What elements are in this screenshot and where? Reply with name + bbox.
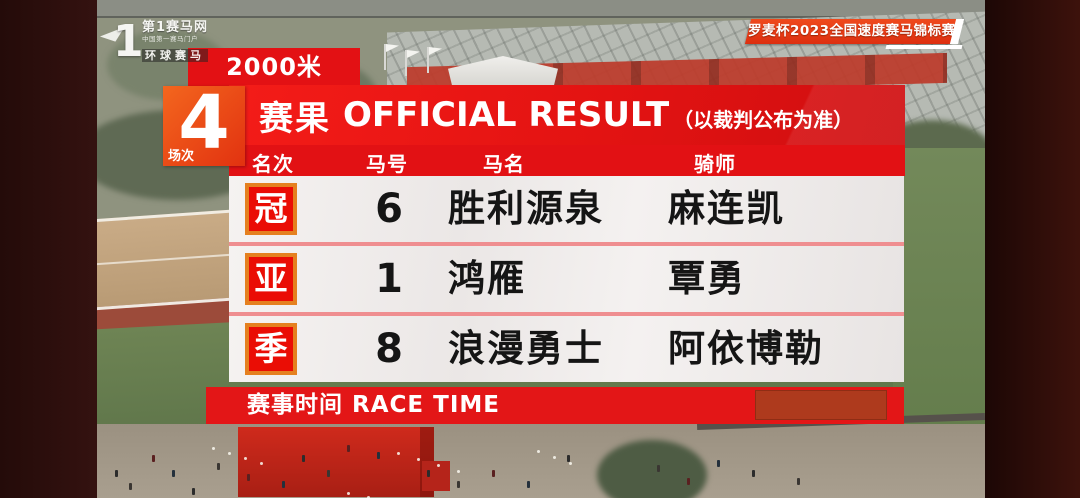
person-dot — [527, 481, 530, 488]
event-title-text: 罗麦杯2023全国速度赛马锦标赛 — [748, 23, 956, 39]
race-time-label: 赛事时间 RACE TIME — [247, 387, 500, 424]
person-dot — [657, 465, 660, 472]
stanchion-dot — [260, 462, 263, 465]
race-number-label: 场次 — [168, 149, 195, 164]
flag — [427, 47, 429, 73]
stanchion-dot — [367, 496, 370, 498]
result-row-third: 季 8 浪漫勇士 阿依博勒 — [229, 316, 904, 382]
race-number: 4 — [178, 80, 230, 166]
stanchion-dot — [569, 462, 572, 465]
person-dot — [192, 488, 195, 495]
person-dot — [717, 460, 720, 467]
column-rank: 名次 — [252, 152, 294, 176]
header-note: （以裁判公布为准） — [673, 107, 854, 132]
person-dot — [152, 455, 155, 462]
stanchion-dot — [537, 450, 540, 453]
background-road — [97, 0, 985, 18]
race-time-value-placeholder — [755, 390, 887, 420]
horse-number: 8 — [375, 326, 403, 372]
race-distance-box: 2000米 — [188, 48, 360, 86]
row-separator — [229, 242, 904, 246]
stanchion-dot — [417, 458, 420, 461]
stanchion-dot — [457, 470, 460, 473]
logo-title: 第1赛马网 — [142, 20, 209, 35]
row-separator — [229, 312, 904, 316]
person-dot — [302, 455, 305, 462]
pavement — [97, 424, 985, 498]
person-dot — [687, 478, 690, 485]
result-row-first: 冠 6 胜利源泉 麻连凯 — [229, 176, 904, 242]
person-dot — [567, 455, 570, 462]
horse-name: 鸿雁 — [448, 257, 526, 300]
right-dark-band — [985, 0, 1080, 498]
stanchion-dot — [212, 447, 215, 450]
stanchion-dot — [437, 464, 440, 467]
rank-badge-third: 季 — [245, 323, 297, 375]
jockey-name: 覃勇 — [668, 257, 746, 300]
person-dot — [797, 478, 800, 485]
stanchion-dot — [244, 457, 247, 460]
rank-badge-champion: 冠 — [245, 183, 297, 235]
person-dot — [247, 474, 250, 481]
person-dot — [282, 481, 285, 488]
stanchion-dot — [228, 452, 231, 455]
person-dot — [129, 483, 132, 490]
stanchion-dot — [553, 456, 556, 459]
jockey-name: 麻连凯 — [668, 187, 785, 230]
rank-badge-runner-up: 亚 — [245, 253, 297, 305]
race-time-label-en: RACE TIME — [352, 392, 500, 418]
person-dot — [427, 470, 430, 477]
column-header-bar: 名次 马号 马名 骑师 — [229, 145, 905, 176]
event-title-banner: 罗麦杯2023全国速度赛马锦标赛 — [744, 19, 958, 44]
person-dot — [457, 481, 460, 488]
red-ceremony-stage — [238, 427, 450, 497]
horse-name: 胜利源泉 — [448, 187, 604, 230]
stanchion-dot — [347, 492, 350, 495]
broadcaster-logo: 1 第1赛马网 中国第一赛马门户 环球赛马 — [100, 16, 230, 72]
trees — [597, 440, 707, 498]
person-dot — [115, 470, 118, 477]
results-table: 冠 6 胜利源泉 麻连凯 亚 1 鸿雁 覃勇 季 8 浪漫勇士 阿依博勒 — [229, 176, 904, 382]
banner-underline-decoration — [885, 45, 963, 49]
logo-tagline: 环球赛马 — [142, 48, 208, 62]
logo-subtitle: 中国第一赛马门户 — [142, 35, 198, 43]
person-dot — [377, 452, 380, 459]
jockey-name: 阿依博勒 — [668, 327, 824, 370]
person-dot — [752, 470, 755, 477]
left-dark-band — [0, 0, 97, 498]
result-row-second: 亚 1 鸿雁 覃勇 — [229, 246, 904, 312]
column-horse-name: 马名 — [483, 152, 525, 176]
horse-name: 浪漫勇士 — [448, 327, 604, 370]
header-title-en: OFFICIAL RESULT — [343, 95, 670, 135]
horse-number: 1 — [375, 256, 403, 302]
official-result-header: 赛果 OFFICIAL RESULT （以裁判公布为准） — [229, 85, 905, 145]
person-dot — [327, 470, 330, 477]
header-title-cn: 赛果 — [259, 98, 331, 139]
race-number-box: 4 场次 — [163, 80, 245, 166]
column-horse-number: 马号 — [366, 152, 408, 176]
flag — [405, 50, 407, 76]
flag — [384, 44, 386, 70]
person-dot — [217, 463, 220, 470]
person-dot — [347, 445, 350, 452]
person-dot — [492, 470, 495, 477]
green-infield-right — [893, 148, 985, 433]
column-jockey: 骑师 — [694, 152, 736, 176]
stanchion-dot — [397, 452, 400, 455]
race-time-label-cn: 赛事时间 — [247, 392, 343, 418]
logo-number-mark: 1 — [113, 16, 144, 67]
race-time-bar: 赛事时间 RACE TIME — [206, 387, 904, 424]
horse-number: 6 — [375, 186, 403, 232]
person-dot — [172, 470, 175, 477]
